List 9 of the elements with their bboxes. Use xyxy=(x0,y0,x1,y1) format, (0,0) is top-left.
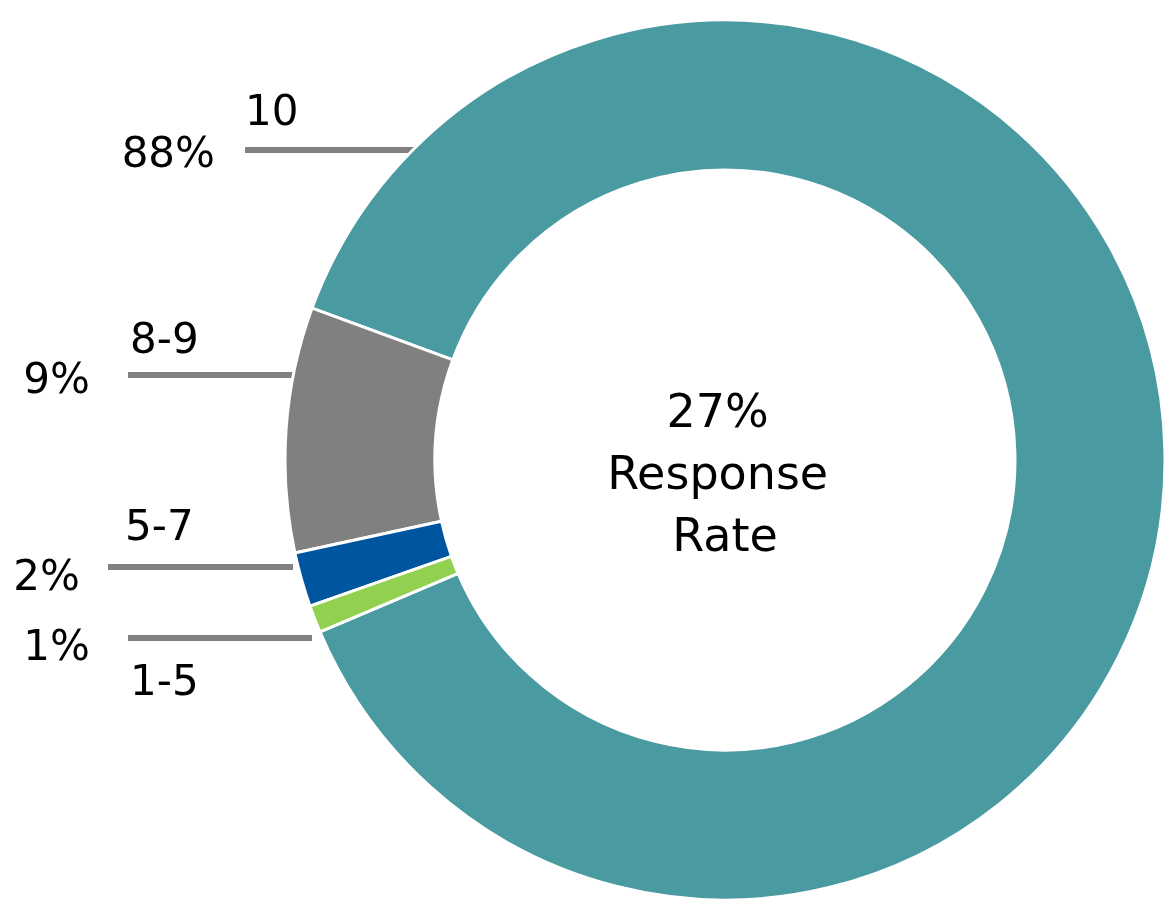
slice-label: 8-9 xyxy=(130,313,199,363)
text: 27% Response Rate xyxy=(607,384,843,562)
data-label: 88% xyxy=(121,127,215,177)
slice-label: 1-5 xyxy=(130,655,199,705)
data-label: 9% xyxy=(23,353,90,403)
data-label: 2% xyxy=(13,550,80,600)
slice-label: 5-7 xyxy=(125,500,194,550)
slice-label: 10 xyxy=(245,85,299,135)
data-label: 1% xyxy=(23,620,90,670)
